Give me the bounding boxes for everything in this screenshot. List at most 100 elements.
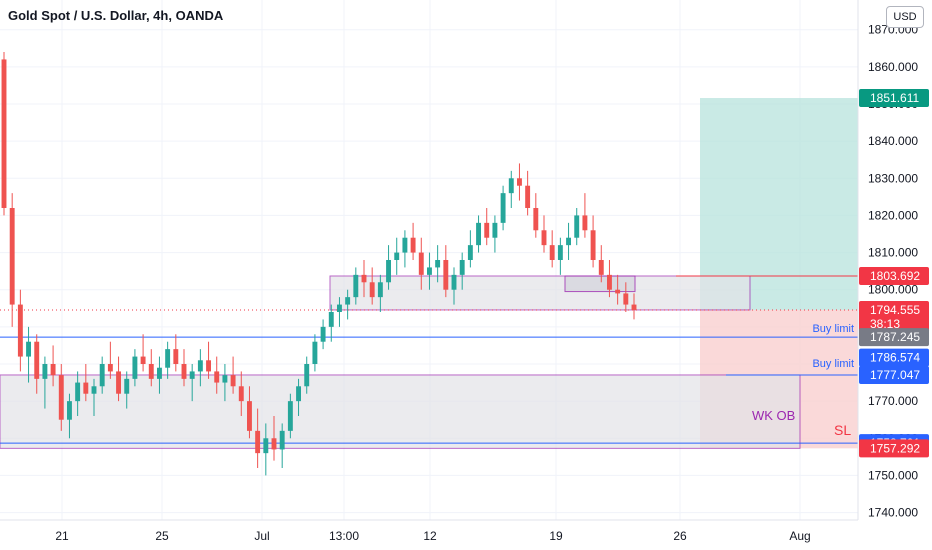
candle-body [58, 375, 64, 420]
candle-body [582, 215, 588, 231]
candle-body [34, 341, 40, 379]
candle-body [533, 208, 539, 231]
price-label-text: 1786.574 [870, 351, 920, 365]
y-tick-label: 1820.000 [868, 208, 918, 222]
demand-zone [329, 275, 751, 311]
y-tick-label: 1750.000 [868, 468, 918, 482]
candle-body [337, 304, 342, 312]
chart-title: Gold Spot / U.S. Dollar, 4h, OANDA [8, 8, 224, 23]
candle-body [607, 274, 612, 290]
candle-body [557, 245, 563, 260]
candle-body [402, 237, 408, 253]
candle-body [157, 367, 162, 379]
target-zone [700, 98, 858, 310]
x-tick-label: 21 [55, 529, 69, 543]
price-label-text: 1851.611 [870, 91, 919, 105]
candle-body [140, 356, 146, 364]
x-tick-label: 13:00 [329, 529, 359, 543]
currency-button[interactable]: USD [886, 6, 924, 28]
y-tick-label: 1860.000 [868, 60, 918, 74]
candle-body [124, 378, 130, 394]
candle-body [287, 401, 293, 431]
candle-body [230, 375, 236, 387]
candle-body [353, 274, 359, 298]
candle-body [345, 297, 351, 305]
candle-body [484, 222, 490, 238]
candle-body [197, 360, 203, 372]
candle-body [206, 360, 211, 372]
candle-body [418, 252, 424, 275]
candle-body [459, 260, 465, 275]
candle-body [328, 312, 334, 327]
candle-body [222, 375, 228, 383]
x-tick-label: Aug [789, 529, 810, 543]
candle-body [615, 289, 621, 294]
candle-body [320, 326, 326, 342]
candle-body [189, 371, 195, 379]
candle-body [517, 178, 522, 186]
price-label-text: 1777.047 [870, 368, 920, 382]
candle-body [17, 304, 23, 357]
x-tick-label: 26 [673, 529, 687, 543]
candle-body [574, 215, 580, 238]
candle-body [1, 59, 7, 208]
candle-body [99, 364, 105, 387]
candle-body [410, 237, 416, 253]
candle-body [451, 274, 457, 290]
candle-body [165, 349, 171, 368]
candle-body [566, 237, 571, 246]
candle-body [598, 260, 604, 275]
candle-body [279, 430, 285, 450]
price-label-sub: 38:13 [870, 317, 900, 331]
candle-body [427, 267, 432, 275]
candle-body [377, 282, 383, 298]
candle-body [304, 364, 310, 387]
candle-body [312, 341, 318, 364]
candle-body [541, 230, 547, 246]
wk-ob-zone [0, 374, 801, 449]
candle-body [476, 222, 481, 246]
price-label-text: 1803.692 [870, 269, 920, 283]
candle-body [549, 245, 555, 260]
price-label-text: 1794.555 [870, 303, 920, 317]
candle-body [26, 341, 31, 357]
candle-body [50, 364, 56, 376]
candle-body [394, 252, 400, 260]
candle-body [107, 364, 113, 372]
candle-body [500, 193, 506, 223]
price-label-box [859, 365, 929, 384]
candle-body [361, 274, 367, 283]
y-tick-label: 1830.000 [868, 171, 918, 185]
candle-body [173, 349, 179, 364]
y-tick-label: 1800.000 [868, 283, 918, 297]
candle-body [443, 260, 449, 290]
x-tick-label: Jul [254, 529, 269, 543]
candle-body [9, 208, 15, 305]
candle-body [247, 401, 252, 431]
price-label-box [859, 439, 929, 458]
price-label-text: 1757.292 [870, 441, 920, 455]
candle-body [435, 260, 441, 268]
price-label-box [859, 348, 929, 367]
candle-body [83, 382, 89, 394]
candle-body [91, 386, 97, 394]
y-tick-label: 1810.000 [868, 246, 918, 260]
price-label-box [859, 300, 929, 331]
candle-body [590, 230, 596, 260]
sl-label: SL [834, 422, 851, 438]
candle-body [116, 371, 121, 394]
x-tick-label: 25 [155, 529, 169, 543]
candle-body [296, 386, 301, 402]
y-tick-label: 1770.000 [868, 394, 918, 408]
candle-body [623, 293, 629, 305]
candle-body [631, 304, 637, 310]
x-tick-label: 19 [549, 529, 563, 543]
price-label-text: 1787.245 [870, 330, 920, 344]
inner-zone [564, 275, 636, 293]
candle-body [42, 364, 48, 379]
candle-body [132, 356, 138, 379]
wk-ob-label: WK OB [752, 408, 795, 423]
candle-body [148, 364, 154, 379]
candle-body [369, 282, 375, 298]
